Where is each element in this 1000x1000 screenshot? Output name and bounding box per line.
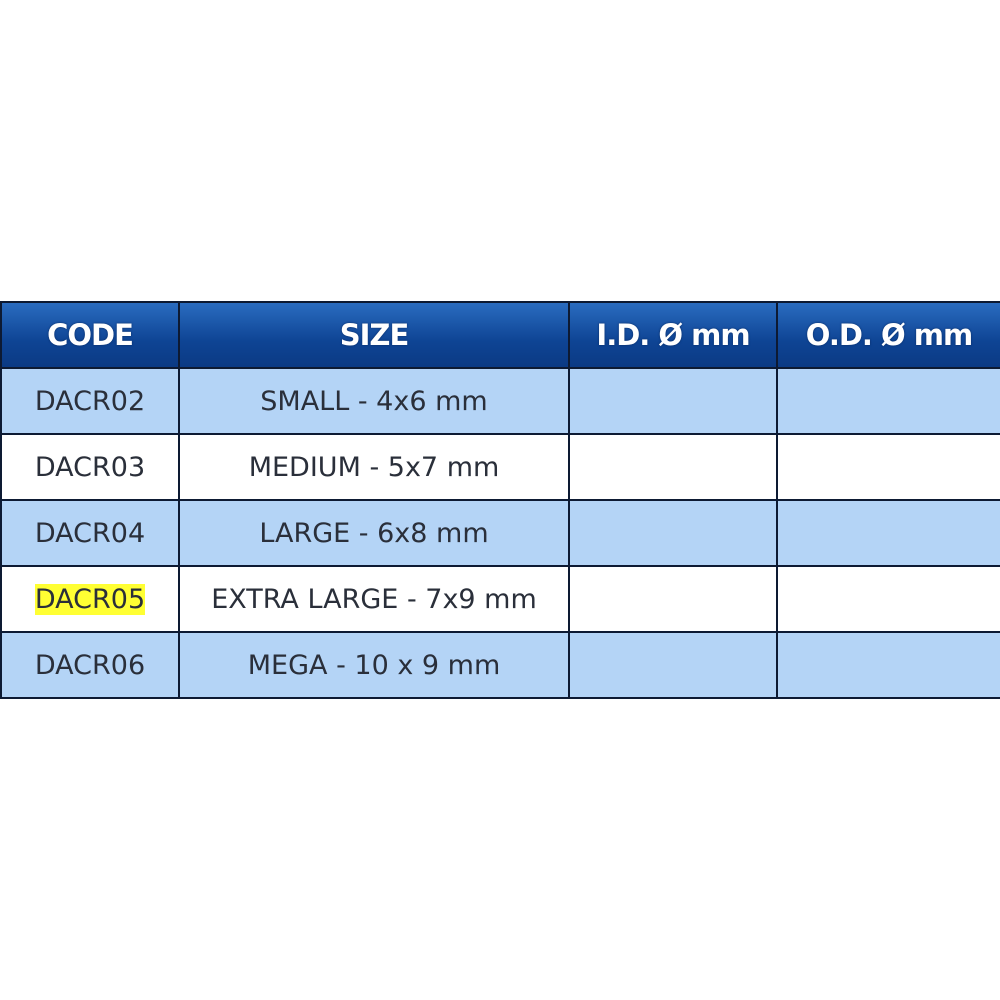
table-row: DACR04 LARGE - 6x8 mm	[0, 499, 1000, 567]
id-cell	[568, 631, 778, 699]
id-cell	[568, 499, 778, 567]
table-row: DACR06 MEGA - 10 x 9 mm	[0, 631, 1000, 699]
table-row: DACR03 MEDIUM - 5x7 mm	[0, 433, 1000, 501]
table-row: DACR02 SMALL - 4x6 mm	[0, 367, 1000, 435]
size-cell: MEDIUM - 5x7 mm	[178, 433, 570, 501]
code-cell: DACR04	[0, 499, 180, 567]
header-code: CODE	[0, 301, 180, 369]
od-cell	[776, 565, 1000, 633]
size-cell: LARGE - 6x8 mm	[178, 499, 570, 567]
header-inner-diameter: I.D. Ø mm	[568, 301, 778, 369]
size-cell: EXTRA LARGE - 7x9 mm	[178, 565, 570, 633]
id-cell	[568, 565, 778, 633]
id-cell	[568, 433, 778, 501]
code-cell: DACR03	[0, 433, 180, 501]
size-cell: MEGA - 10 x 9 mm	[178, 631, 570, 699]
highlighted-code: DACR05	[34, 583, 146, 615]
od-cell	[776, 367, 1000, 435]
header-size: SIZE	[178, 301, 570, 369]
header-outer-diameter: O.D. Ø mm	[776, 301, 1000, 369]
code-cell: DACR06	[0, 631, 180, 699]
table-row: DACR05 EXTRA LARGE - 7x9 mm	[0, 565, 1000, 633]
size-cell: SMALL - 4x6 mm	[178, 367, 570, 435]
od-cell	[776, 499, 1000, 567]
header-row: CODE SIZE I.D. Ø mm O.D. Ø mm	[0, 301, 1000, 369]
id-cell	[568, 367, 778, 435]
od-cell	[776, 433, 1000, 501]
od-cell	[776, 631, 1000, 699]
code-cell: DACR02	[0, 367, 180, 435]
code-cell: DACR05	[0, 565, 180, 633]
product-size-table: CODE SIZE I.D. Ø mm O.D. Ø mm DACR02 SMA…	[0, 301, 1000, 699]
